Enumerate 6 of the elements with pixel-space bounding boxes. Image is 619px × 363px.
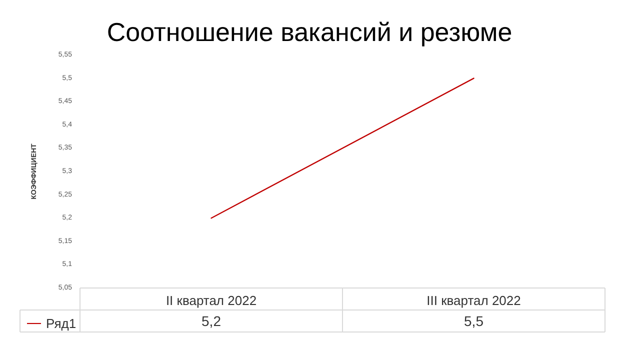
x-tick-label: III квартал 2022 — [426, 293, 521, 308]
data-label: 5,5 — [464, 313, 484, 329]
chart-title: Соотношение вакансий и резюме — [106, 17, 512, 47]
data-label: 5,2 — [202, 313, 222, 329]
legend-label: Ряд1 — [46, 316, 76, 331]
x-tick-label: II квартал 2022 — [166, 293, 257, 308]
